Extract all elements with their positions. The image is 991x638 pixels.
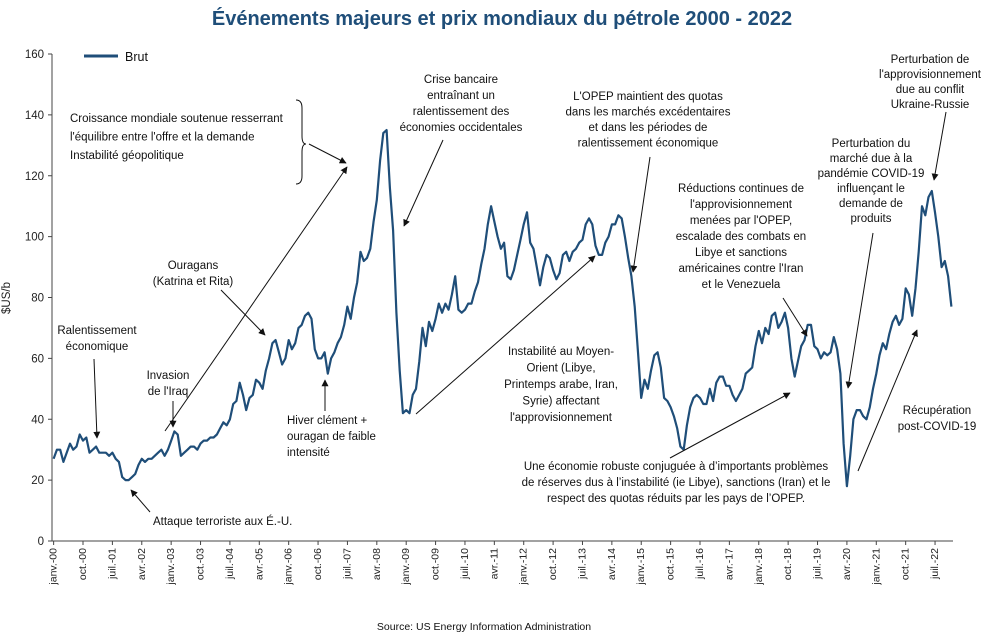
arrow-banking-crisis: [403, 139, 444, 227]
y-tick-label: 100: [25, 232, 44, 244]
arrow-ukraine: [931, 111, 947, 181]
annotation-covid: Perturbation du marché due à la pandémie C…: [818, 138, 925, 225]
arrow-slowdown: [93, 358, 101, 439]
x-tick-label: juil.-01: [106, 548, 118, 580]
annotation-iraq: Invasion de l'Iraq: [147, 370, 190, 398]
x-tick-label: oct.-15: [665, 548, 677, 580]
x-tick-label: janv.-09: [400, 548, 412, 586]
x-tick-label: juil.-16: [694, 548, 706, 580]
x-tick-label: juil.-19: [812, 548, 824, 580]
annotation-growth: Croissance mondiale soutenue resserrant l…: [70, 113, 284, 162]
arrow-opec-cuts: [782, 297, 808, 337]
x-tick-label: juil.-22: [929, 548, 941, 580]
annotation-brace: [295, 99, 307, 185]
x-tick-label: oct.-09: [430, 548, 442, 580]
x-tick-label: juil.-04: [224, 548, 236, 580]
x-tick-label: avr.-05: [253, 548, 265, 580]
y-tick-label: 40: [31, 414, 44, 426]
annotation-opec-quotas: L'OPEP maintient des quotas dans les marc…: [566, 91, 731, 150]
axes: 0 20 40 60 80 100 120 140 160 janv.-00 oct.-00 juil…: [25, 49, 953, 586]
x-tick-label: janv.-12: [518, 548, 530, 586]
x-tick-label: avr.-17: [723, 548, 735, 580]
legend-label: Brut: [125, 50, 148, 64]
arrow-covid: [845, 232, 874, 389]
arrow-opec-quotas: [630, 156, 651, 273]
annotation-opec-cuts: Réductions continues de l'approvisionneme…: [676, 183, 806, 291]
x-tick-label: oct.-12: [547, 548, 559, 580]
series-group: [52, 129, 953, 488]
x-tick-label: oct.-00: [77, 548, 89, 580]
y-axis-label: $US/b: [1, 282, 13, 314]
annotation-ukraine: Perturbation de l'approvisionnement due au…: [879, 54, 982, 111]
x-tick-label: avr.-11: [488, 548, 500, 579]
y-tick-label: 0: [38, 536, 44, 548]
y-tick-label: 160: [25, 49, 44, 61]
arrow-recovery: [857, 329, 918, 472]
arrow-middle-east: [415, 255, 596, 415]
arrow-terror-attack: [130, 489, 151, 513]
y-tick-label: 120: [25, 171, 44, 183]
annotations: Croissance mondiale soutenue resserrant l…: [57, 54, 981, 528]
x-tick-label: janv.-15: [635, 548, 647, 586]
y-tick-label: 80: [31, 293, 44, 305]
x-tick-label: janv.-03: [165, 548, 177, 586]
y-tick-label: 60: [31, 353, 44, 365]
arrow-growth: [308, 143, 347, 164]
source-note: Source: US Energy Information Administra…: [377, 621, 591, 633]
x-tick-label: juil.-13: [576, 548, 588, 580]
x-tick-label: oct.-21: [900, 548, 912, 580]
x-tick-label: avr.-02: [136, 548, 148, 580]
x-tick-label: janv.-18: [753, 548, 765, 586]
annotation-mild-winter: Hiver clément + ouragan de faible intensit…: [287, 415, 376, 459]
arrow-robust-economy: [669, 392, 791, 459]
x-tick-label: oct.-03: [195, 548, 207, 580]
x-tick-label: janv.-21: [870, 548, 882, 586]
x-tick-label: avr.-20: [841, 548, 853, 580]
annotation-robust-economy: Une économie robuste conjuguée à d’impor…: [522, 461, 831, 505]
annotation-middle-east: Instabilité au Moyen-Orient (Libye, Print…: [504, 346, 618, 424]
x-tick-label: janv.-06: [283, 548, 295, 586]
y-tick-label: 20: [31, 475, 44, 487]
legend: Brut: [84, 50, 148, 64]
x-tick-label: avr.-08: [371, 548, 383, 580]
x-tick-label: juil.-10: [459, 548, 471, 580]
x-tick-label: oct.-06: [312, 548, 324, 580]
x-tick-label: oct.-18: [782, 548, 794, 580]
arrow-hurricanes: [220, 289, 266, 336]
annotation-banking-crisis: Crise bancaire entraînant un ralentissemen…: [400, 74, 523, 134]
series-line-brut: [52, 129, 953, 488]
y-tick-label: 140: [25, 110, 44, 122]
chart-title: Événements majeurs et prix mondiaux du p…: [212, 7, 792, 30]
x-tick-label: avr.-14: [606, 548, 618, 580]
annotation-hurricanes: Ouragans (Katrina et Rita): [153, 260, 234, 288]
annotation-terror-attack: Attaque terroriste aux É.-U.: [153, 515, 292, 528]
x-tick-label: juil.-07: [341, 548, 353, 580]
annotation-slowdown: Ralentissement économique: [57, 325, 137, 353]
x-tick-label: janv.-00: [48, 548, 60, 586]
annotation-recovery: Récupération post-COVID-19: [898, 405, 977, 433]
arrow-growth-long: [164, 166, 348, 432]
